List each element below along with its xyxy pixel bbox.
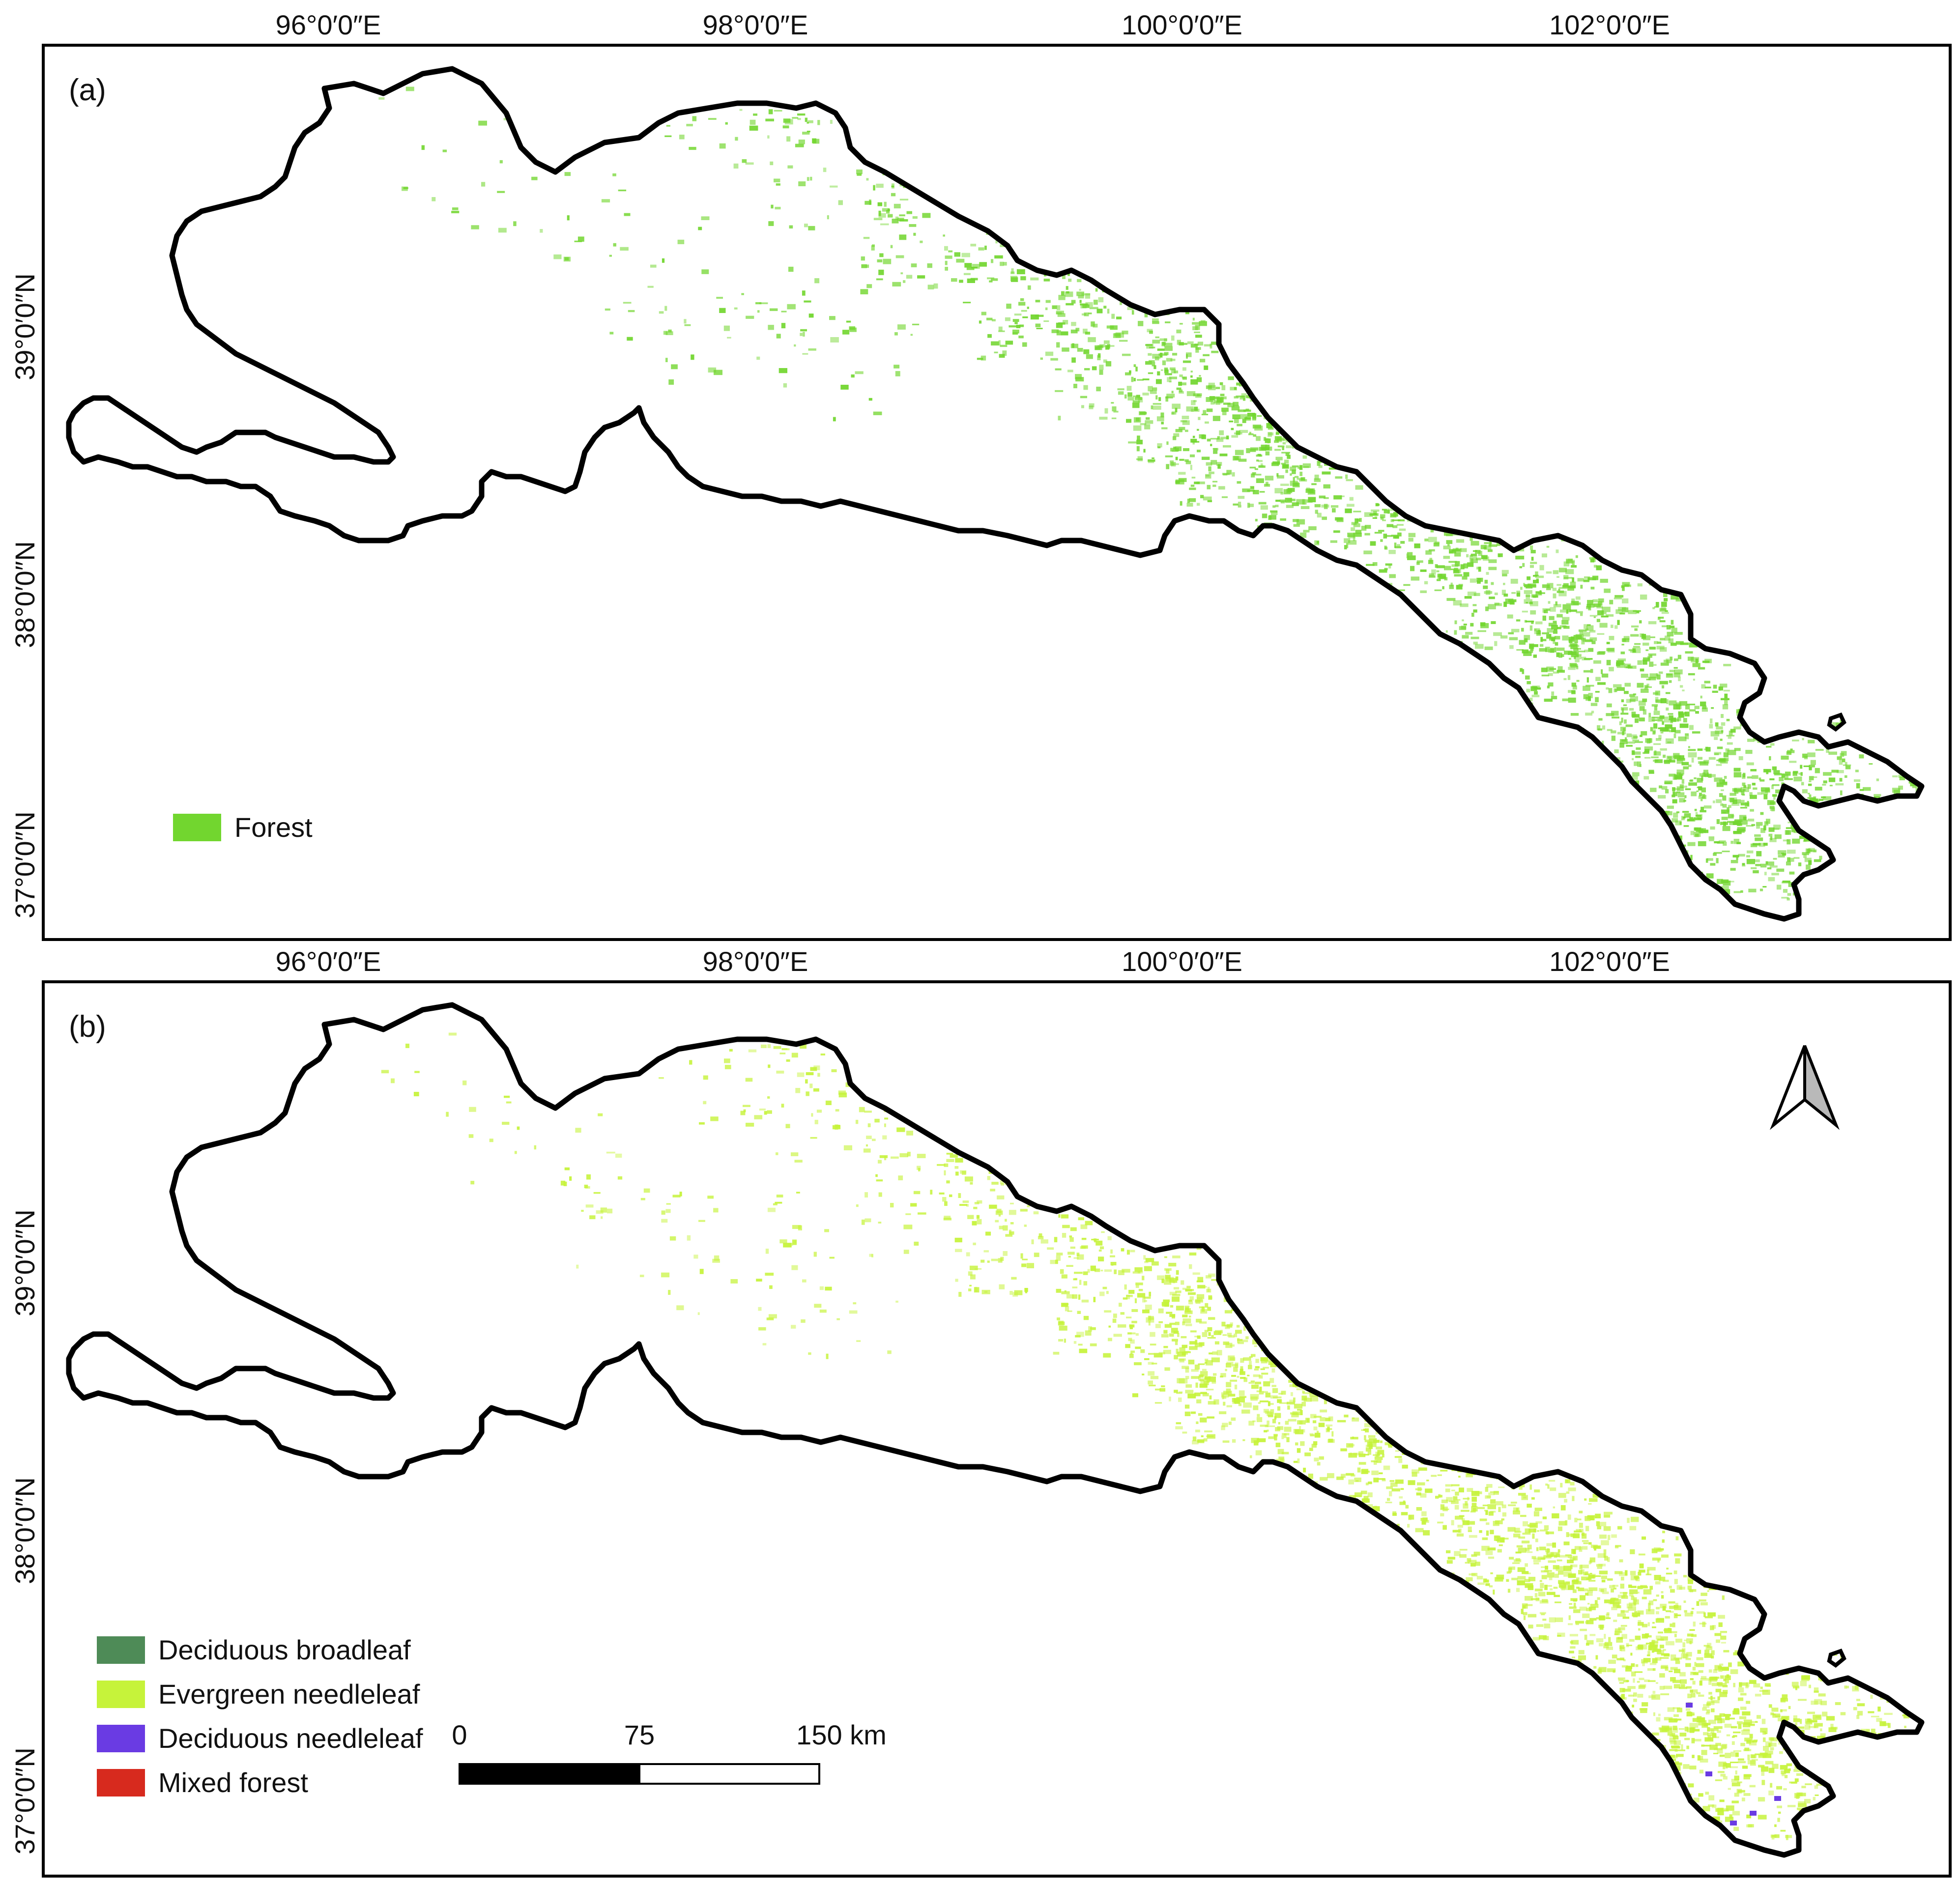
longitude-tick-label: 98°0′0″E <box>703 9 808 40</box>
forest-cover <box>378 69 1922 902</box>
scale-bar-label: 150 km <box>796 1719 887 1750</box>
legend-label: Mixed forest <box>158 1767 308 1798</box>
scale-bar-label: 75 <box>624 1719 655 1750</box>
latitude-tick-label: 37°0′0″N <box>9 811 40 918</box>
latitude-tick-label: 38°0′0″N <box>9 541 40 648</box>
longitude-tick-label: 102°0′0″E <box>1549 946 1670 977</box>
latitude-tick-label: 39°0′0″N <box>9 273 40 380</box>
longitude-tick-label: 100°0′0″E <box>1122 946 1242 977</box>
panel-label: (b) <box>69 1010 106 1044</box>
panel-label: (a) <box>69 73 106 107</box>
map-panel-b: 96°0′0″E 98°0′0″E 100°0′0″E 102°0′0″E 39°0′0… <box>9 946 1952 1878</box>
legend-label: Deciduous needleleaf <box>158 1723 423 1754</box>
legend-label: Deciduous broadleaf <box>158 1634 411 1665</box>
legend-swatch <box>97 1681 145 1708</box>
river-basin <box>69 65 1942 919</box>
map-panel-a: 96°0′0″E 98°0′0″E 100°0′0″E 102°0′0″E 39°0′0… <box>9 9 1952 941</box>
legend-swatch <box>97 1769 145 1796</box>
north-arrow-icon <box>1770 1045 1840 1130</box>
legend-swatch <box>173 814 221 841</box>
longitude-tick-label: 96°0′0″E <box>276 946 381 977</box>
latitude-tick-label: 38°0′0″N <box>9 1477 40 1584</box>
legend-swatch <box>97 1636 145 1664</box>
latitude-tick-label: 37°0′0″N <box>9 1747 40 1854</box>
map-frame <box>42 980 1952 1878</box>
longitude-tick-label: 102°0′0″E <box>1549 9 1670 40</box>
legend-label: Evergreen needleleaf <box>158 1679 420 1710</box>
latitude-tick-label: 39°0′0″N <box>9 1209 40 1316</box>
longitude-tick-label: 100°0′0″E <box>1122 9 1242 40</box>
map-frame <box>42 44 1952 941</box>
legend-label: Forest <box>234 812 313 843</box>
longitude-tick-label: 98°0′0″E <box>703 946 808 977</box>
legend-swatch <box>97 1725 145 1752</box>
longitude-tick-label: 96°0′0″E <box>276 9 381 40</box>
scale-bar: 0 75 150 km <box>452 1719 887 1785</box>
scale-bar-label: 0 <box>452 1719 467 1750</box>
